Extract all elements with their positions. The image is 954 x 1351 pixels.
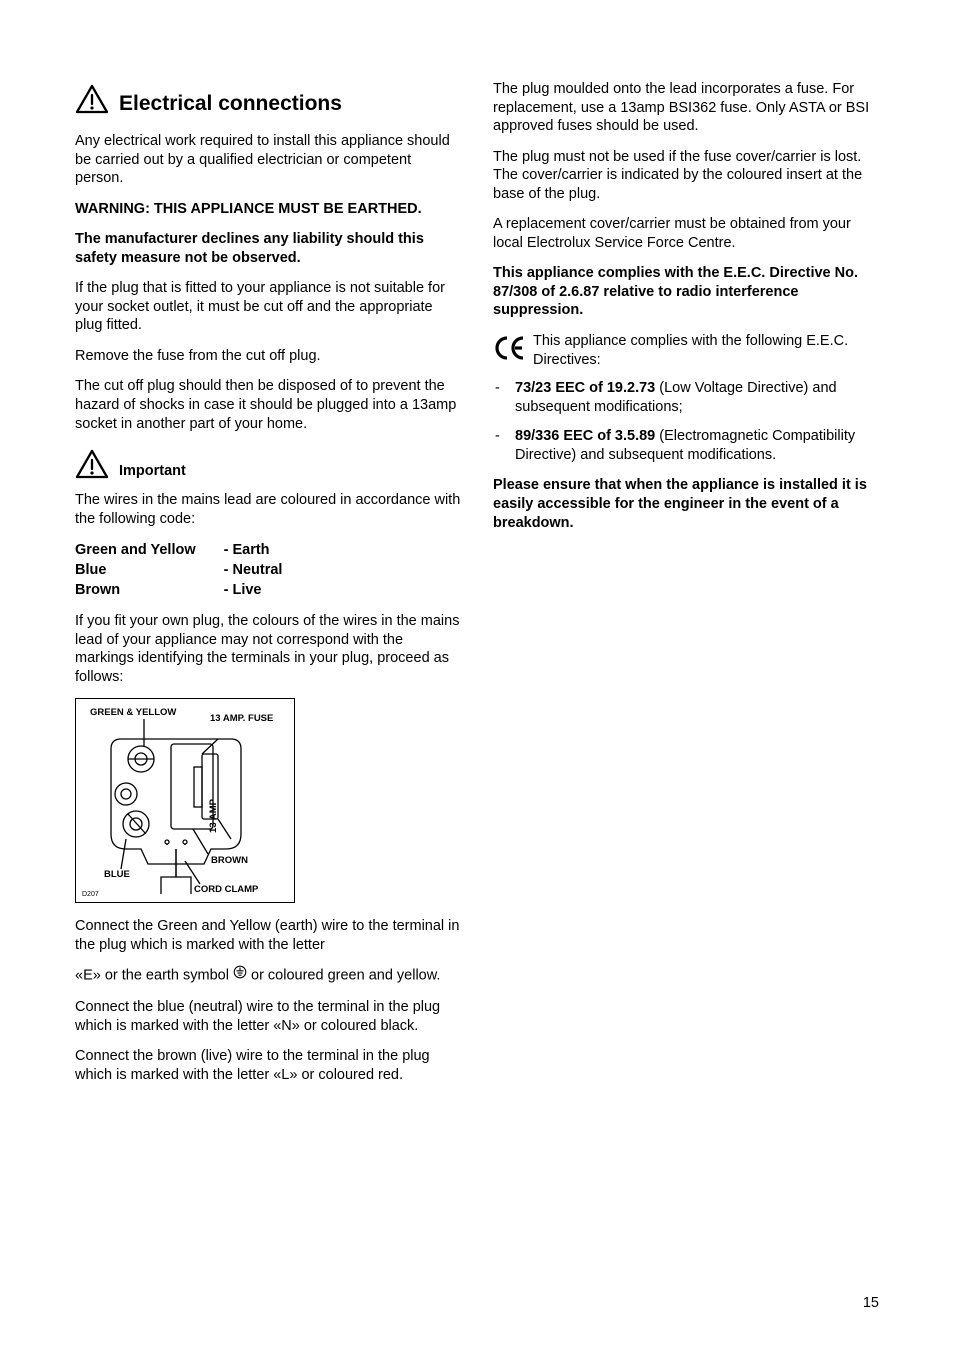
section-title: Electrical connections [75,80,461,116]
table-row: Green and Yellow- Earth [75,540,310,560]
para: Any electrical work required to install … [75,132,461,188]
para: A replacement cover/carrier must be obta… [493,215,879,252]
table-row: Brown- Live [75,580,310,600]
list-item: 89/336 EEC of 3.5.89 (Electromagnetic Co… [493,427,879,465]
earth-symbol-icon [233,965,247,985]
page-number: 15 [863,1295,879,1311]
ce-text: This appliance complies with the followi… [533,332,879,369]
para: Connect the blue (neutral) wire to the t… [75,998,461,1035]
warning-icon [75,84,109,120]
ce-mark-icon [493,334,527,367]
para: The plug must not be used if the fuse co… [493,148,879,204]
para: Remove the fuse from the cut off plug. [75,347,461,366]
list-item: 73/23 EEC of 19.2.73 (Low Voltage Direct… [493,379,879,417]
wire-colour-table: Green and Yellow- Earth Blue- Neutral Br… [75,540,310,600]
left-column: Electrical connections Any electrical wo… [75,80,461,1096]
accessibility-note: Please ensure that when the appliance is… [493,476,879,532]
para: The plug moulded onto the lead incorpora… [493,80,879,136]
table-row: Blue- Neutral [75,560,310,580]
ce-compliance: This appliance complies with the followi… [493,332,879,369]
warning-liability: The manufacturer declines any liability … [75,230,461,267]
directive-list: 73/23 EEC of 19.2.73 (Low Voltage Direct… [493,379,879,464]
para: If you fit your own plug, the colours of… [75,612,461,686]
right-column: The plug moulded onto the lead incorpora… [493,80,879,1096]
warning-earthed: WARNING: THIS APPLIANCE MUST BE EARTHED. [75,200,461,219]
para: «E» or the earth symbol or coloured gree… [75,966,461,986]
plug-wiring-diagram: GREEN & YELLOW 13 AMP. FUSE 13 AMP BROWN… [75,698,295,903]
para: Connect the Green and Yellow (earth) wir… [75,917,461,954]
plug-svg [76,699,296,904]
para: The cut off plug should then be disposed… [75,377,461,433]
compliance-statement: This appliance complies with the E.E.C. … [493,264,879,320]
para: Connect the brown (live) wire to the ter… [75,1047,461,1084]
para: If the plug that is fitted to your appli… [75,279,461,335]
para: The wires in the mains lead are coloured… [75,491,461,528]
important-text: Important [119,463,186,479]
warning-icon [75,449,109,483]
important-heading: Important [75,445,461,479]
title-text: Electrical connections [119,92,342,116]
